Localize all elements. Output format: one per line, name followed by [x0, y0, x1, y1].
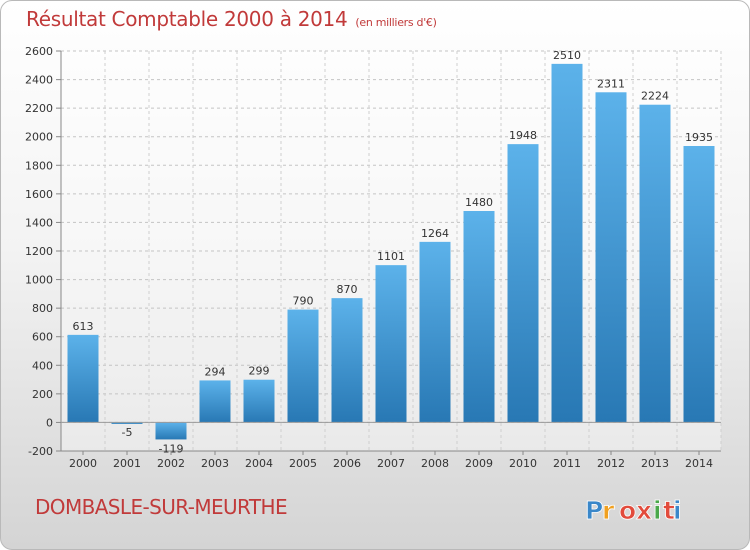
x-tick-label: 2013: [641, 457, 669, 470]
x-tick-label: 2000: [69, 457, 97, 470]
logo-letter: i: [673, 496, 682, 525]
bar-value-label: 1101: [377, 250, 405, 263]
y-tick-label: 1000: [25, 274, 53, 287]
y-tick-label: 2000: [25, 131, 53, 144]
x-tick-label: 2003: [201, 457, 229, 470]
bar-value-label: 1264: [421, 227, 449, 240]
x-tick-label: 2002: [157, 457, 185, 470]
x-tick-label: 2008: [421, 457, 449, 470]
x-tick-label: 2004: [245, 457, 273, 470]
bar: [375, 265, 407, 423]
x-tick-label: 2010: [509, 457, 537, 470]
y-tick-label: 800: [32, 302, 53, 315]
x-tick-label: 2007: [377, 457, 405, 470]
y-tick-label: 2600: [25, 45, 53, 58]
y-tick-label: 1600: [25, 188, 53, 201]
bar-value-label: 2224: [641, 90, 669, 103]
x-tick-label: 2012: [597, 457, 625, 470]
x-tick-label: 2011: [553, 457, 581, 470]
bar-value-label: 299: [249, 365, 270, 378]
bar: [67, 334, 99, 423]
bar: [463, 211, 495, 423]
y-tick-label: 1200: [25, 245, 53, 258]
y-tick-label: 1800: [25, 159, 53, 172]
logo-letter: P: [585, 496, 603, 525]
bar-value-label: 1948: [509, 129, 537, 142]
logo-letter: i: [653, 496, 662, 525]
logo-letter: r: [602, 496, 615, 525]
proxiti-logo: Pr o x i ti: [585, 496, 682, 526]
y-tick-label: 0: [46, 416, 53, 429]
chart-title-text: Résultat Comptable 2000 à 2014: [26, 7, 348, 31]
bar: [595, 92, 627, 423]
bar: [551, 63, 583, 423]
bar-value-label: 1480: [465, 196, 493, 209]
x-tick-label: 2001: [113, 457, 141, 470]
y-tick-label: 2200: [25, 102, 53, 115]
y-tick-label: 2400: [25, 74, 53, 87]
bar: [331, 298, 363, 423]
logo-letter: o: [619, 496, 636, 525]
bar: [243, 379, 275, 423]
logo-letter: x: [636, 496, 652, 525]
bar: [639, 104, 671, 423]
y-tick-label: 400: [32, 359, 53, 372]
bar: [199, 380, 231, 423]
bar-value-label: -119: [159, 442, 184, 455]
x-tick-label: 2005: [289, 457, 317, 470]
bar: [287, 309, 319, 423]
chart-title: Résultat Comptable 2000 à 2014 (en millie…: [26, 7, 437, 31]
bar: [507, 144, 539, 423]
x-tick-label: 2009: [465, 457, 493, 470]
bar-value-label: -5: [122, 426, 133, 439]
y-tick-label: 600: [32, 331, 53, 344]
bar-value-label: 1935: [685, 131, 713, 144]
bar-value-label: 790: [293, 295, 314, 308]
bar-value-label: 294: [205, 365, 226, 378]
x-tick-label: 2006: [333, 457, 361, 470]
bar: [111, 422, 143, 424]
bar-value-label: 613: [73, 320, 94, 333]
x-tick-label: 2014: [685, 457, 713, 470]
bar: [683, 146, 715, 423]
bar: [419, 241, 451, 423]
y-tick-label: 200: [32, 388, 53, 401]
bar-value-label: 2311: [597, 77, 625, 90]
logo-letter: t: [663, 496, 675, 525]
chart-subtitle: (en milliers d'€): [355, 16, 437, 29]
bar-value-label: 870: [337, 283, 358, 296]
bar: [155, 422, 187, 440]
bar-value-label: 2510: [553, 49, 581, 62]
y-tick-label: 1400: [25, 216, 53, 229]
y-tick-label: -200: [28, 445, 53, 458]
city-name: DOMBASLE-SUR-MEURTHE: [35, 495, 288, 519]
